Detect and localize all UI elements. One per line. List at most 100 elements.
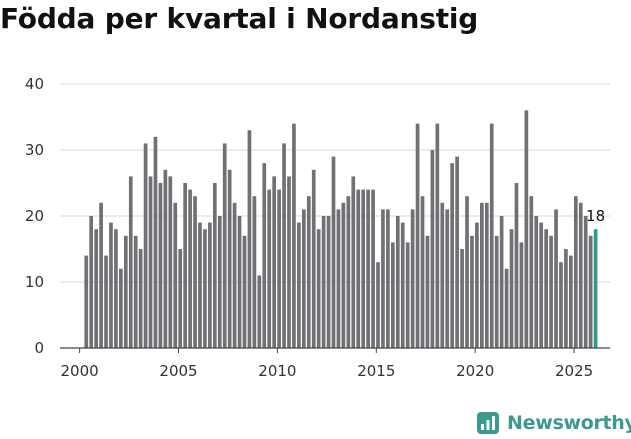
bar bbox=[89, 216, 94, 348]
bar bbox=[252, 196, 257, 348]
bar bbox=[148, 176, 153, 348]
bar bbox=[435, 123, 440, 348]
bar bbox=[316, 229, 321, 348]
bar bbox=[351, 176, 356, 348]
y-tick-label: 20 bbox=[25, 207, 44, 225]
bar bbox=[504, 268, 509, 348]
bar bbox=[465, 196, 469, 348]
y-tick-label: 40 bbox=[25, 75, 44, 93]
bar bbox=[554, 209, 558, 348]
bar bbox=[301, 209, 306, 348]
bar bbox=[222, 143, 227, 348]
bar bbox=[163, 169, 168, 348]
bars bbox=[84, 110, 598, 349]
bar bbox=[326, 216, 331, 348]
bar bbox=[104, 255, 108, 348]
newsworthy-logo-icon bbox=[477, 412, 499, 434]
bar bbox=[217, 216, 222, 348]
bar bbox=[361, 189, 366, 348]
bar bbox=[475, 222, 479, 348]
bar bbox=[203, 229, 207, 348]
bar bbox=[153, 136, 158, 348]
bar-latest bbox=[593, 229, 598, 348]
bar bbox=[287, 176, 291, 348]
bar bbox=[578, 202, 583, 348]
bar bbox=[410, 209, 415, 348]
bar bbox=[583, 216, 588, 348]
bar bbox=[509, 229, 514, 348]
bar bbox=[534, 216, 539, 348]
bar bbox=[208, 222, 212, 348]
bar bbox=[356, 189, 361, 348]
bar bbox=[514, 183, 519, 348]
bar bbox=[376, 262, 380, 348]
bar bbox=[559, 262, 563, 348]
bar bbox=[420, 196, 425, 348]
bar bbox=[331, 156, 336, 348]
bar bbox=[470, 235, 474, 348]
bar bbox=[539, 222, 544, 348]
bar bbox=[212, 183, 217, 348]
bar bbox=[390, 242, 395, 348]
bar bbox=[460, 249, 464, 348]
bar bbox=[183, 183, 187, 348]
bar bbox=[415, 123, 420, 348]
bar bbox=[109, 222, 113, 348]
bar bbox=[123, 235, 128, 348]
y-tick-label: 30 bbox=[25, 141, 44, 159]
bar bbox=[569, 255, 573, 348]
bar bbox=[588, 235, 593, 348]
bar bbox=[499, 216, 504, 348]
bar bbox=[400, 222, 405, 348]
bar bbox=[386, 209, 390, 348]
bar bbox=[178, 249, 183, 348]
bar bbox=[440, 202, 445, 348]
bar bbox=[395, 216, 400, 348]
bar bbox=[371, 189, 375, 348]
bar bbox=[237, 216, 242, 348]
chart-title: Födda per kvartal i Nordanstig bbox=[0, 2, 479, 35]
bar bbox=[311, 169, 316, 348]
bar bbox=[489, 123, 494, 348]
bar bbox=[430, 150, 435, 348]
bar bbox=[94, 229, 98, 348]
y-tick-label: 0 bbox=[34, 339, 44, 357]
x-tick-label: 2000 bbox=[61, 362, 99, 380]
bar bbox=[232, 202, 237, 348]
axes bbox=[60, 347, 610, 353]
bar bbox=[193, 196, 197, 348]
x-tick-label: 2025 bbox=[555, 362, 593, 380]
x-tick-label: 2010 bbox=[258, 362, 296, 380]
bar bbox=[272, 176, 277, 348]
bar-chart: 0 10 20 30 40 2000 2005 2010 2015 2020 2025 18 bbox=[25, 75, 610, 380]
bar bbox=[133, 235, 138, 348]
bar bbox=[297, 222, 301, 348]
x-tick-label: 2005 bbox=[159, 362, 197, 380]
bar bbox=[529, 196, 534, 348]
bar bbox=[484, 202, 489, 348]
bar bbox=[564, 249, 568, 348]
bar bbox=[494, 235, 499, 348]
bar bbox=[158, 183, 163, 348]
axis-labels: 0 10 20 30 40 2000 2005 2010 2015 2020 2025 18 bbox=[25, 75, 605, 380]
bar bbox=[292, 123, 296, 348]
bar bbox=[519, 242, 524, 348]
y-tick-label: 10 bbox=[25, 273, 44, 291]
bar bbox=[188, 189, 192, 348]
bar bbox=[524, 110, 529, 349]
bar bbox=[257, 275, 262, 348]
bar bbox=[480, 202, 484, 348]
bar bbox=[455, 156, 459, 348]
bar bbox=[242, 235, 247, 348]
bar bbox=[346, 196, 351, 348]
bar bbox=[425, 235, 430, 348]
bar bbox=[138, 249, 143, 348]
bar bbox=[277, 189, 281, 348]
bar bbox=[366, 189, 370, 348]
bar bbox=[84, 255, 89, 348]
bar bbox=[99, 202, 103, 348]
brand-name: Newsworthy bbox=[507, 412, 631, 434]
bar bbox=[227, 169, 232, 348]
latest-value-label: 18 bbox=[586, 207, 605, 225]
bar bbox=[198, 222, 202, 348]
